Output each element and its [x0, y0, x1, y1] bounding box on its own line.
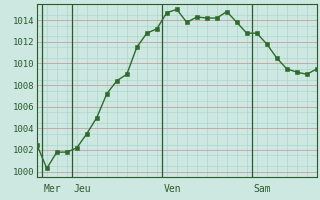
Text: Jeu: Jeu: [74, 184, 92, 194]
Text: Sam: Sam: [254, 184, 271, 194]
Text: Ven: Ven: [164, 184, 181, 194]
Text: Mer: Mer: [44, 184, 61, 194]
